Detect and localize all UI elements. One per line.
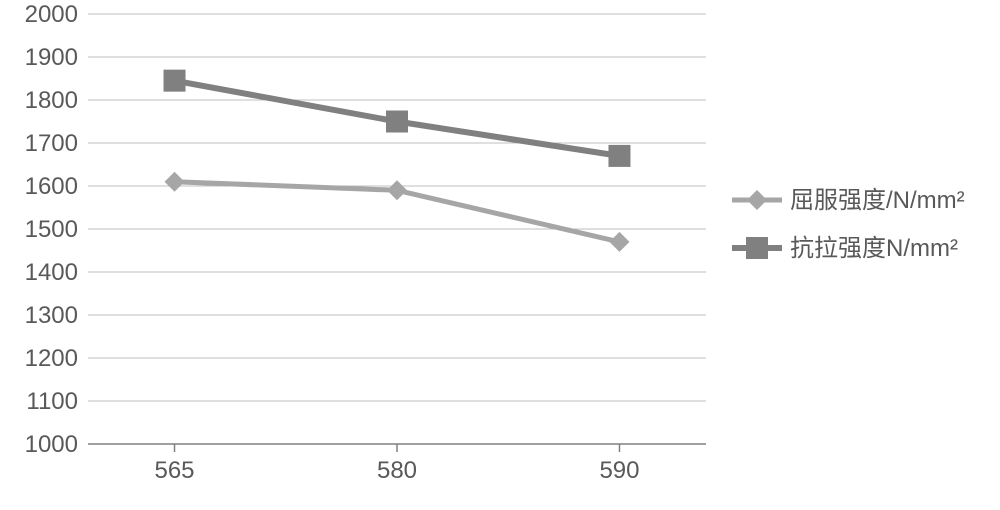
chart-svg: 1000 1100 1200 1300 1400 1500 1600 1700 1800 1900… <box>0 0 1000 510</box>
legend-label: 屈服强度/N/mm² <box>790 187 965 214</box>
y-tick-label: 1800 <box>25 87 78 114</box>
y-tick-label: 1000 <box>25 431 78 458</box>
y-tick-label: 1300 <box>25 302 78 329</box>
y-tick-label: 1600 <box>25 173 78 200</box>
legend-label: 抗拉强度N/mm² <box>790 235 958 262</box>
x-tick-label: 590 <box>599 457 639 484</box>
x-tick-label: 580 <box>377 457 417 484</box>
x-tick-label: 565 <box>154 457 194 484</box>
y-tick-label: 2000 <box>25 1 78 28</box>
strength-line-chart: 1000 1100 1200 1300 1400 1500 1600 1700 1800 1900… <box>0 0 1000 510</box>
y-tick-label: 1900 <box>25 44 78 71</box>
y-tick-label: 1500 <box>25 216 78 243</box>
y-tick-label: 1200 <box>25 345 78 372</box>
y-tick-label: 1700 <box>25 130 78 157</box>
y-tick-label: 1100 <box>26 388 78 415</box>
y-tick-label: 1400 <box>25 259 78 286</box>
